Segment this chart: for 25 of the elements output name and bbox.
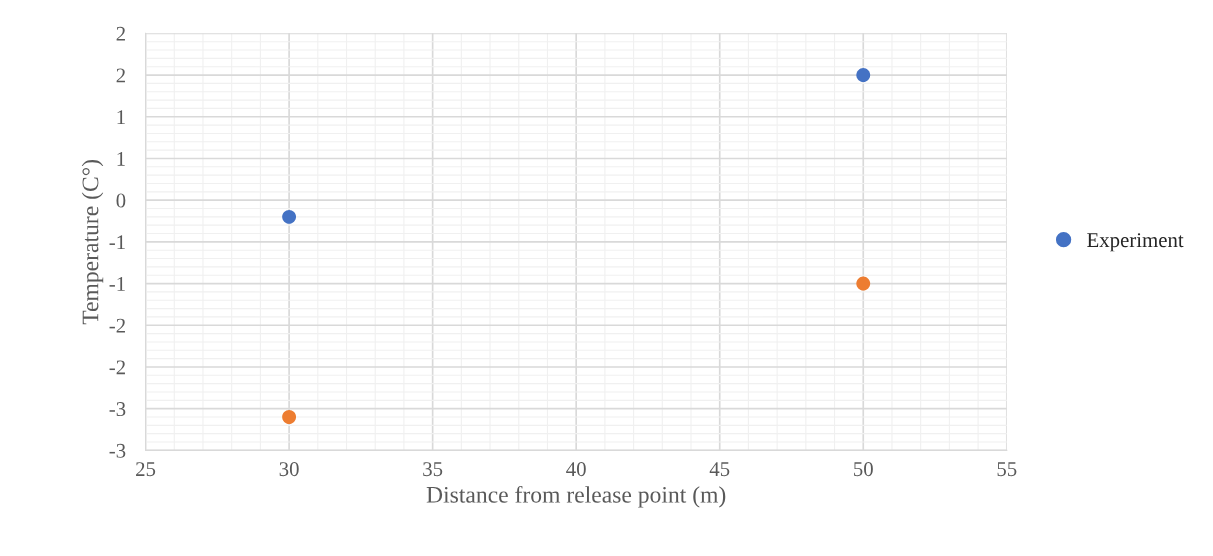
x-tick-label: 35: [423, 462, 443, 477]
y-tick-label: -2: [109, 318, 125, 333]
y-tick-label: -3: [109, 402, 126, 417]
y-tick-label: -1: [109, 235, 125, 250]
y-tick-label: 1: [117, 110, 125, 124]
point: [856, 276, 871, 291]
y-tick-label: -1: [109, 277, 125, 291]
y-axis-title: Temperature (C°): [81, 160, 104, 325]
x-tick-label: 50: [854, 462, 873, 477]
y-tick-label: 0: [116, 193, 126, 208]
point: [282, 410, 297, 424]
x-tick-label: 55: [997, 462, 1017, 477]
y-tick-label: 2: [116, 68, 125, 83]
legend-label: Experiment: [1087, 233, 1184, 252]
y-tick-label: 2: [116, 26, 125, 41]
y-tick-label: -2: [109, 360, 125, 375]
x-tick-label: 40: [566, 462, 586, 477]
x-tick-label: 25: [136, 462, 156, 477]
point: [282, 209, 297, 224]
x-tick-label: 45: [709, 462, 730, 477]
y-tick-label: -3: [109, 443, 126, 458]
x-tick-label: 30: [279, 462, 299, 477]
x-axis-title: Distance from release point (m): [426, 485, 726, 508]
y-tick-label: 1: [117, 151, 125, 166]
point: [856, 68, 871, 82]
